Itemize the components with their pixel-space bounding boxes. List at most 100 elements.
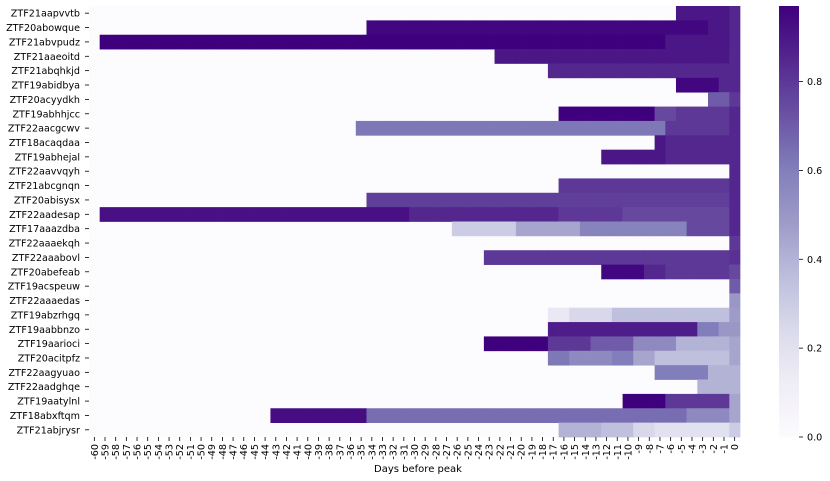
heatmap-cell [697,192,709,208]
y-tick-label: ZTF21abvpudz [9,37,80,48]
x-tick-label: -27 [442,444,453,460]
heatmap-cell [718,264,730,280]
heatmap-cell [611,250,623,265]
heatmap-cell [729,77,741,93]
heatmap-cell [611,350,623,366]
heatmap-cell [494,20,506,36]
heatmap-cell [697,106,709,122]
y-tick-label: ZTF22aagyuao [8,368,80,379]
heatmap-cell [419,34,431,50]
heatmap-cell [302,408,314,423]
heatmap-cell [537,336,549,352]
x-tick-label: -6 [666,444,677,454]
colorbar [779,6,799,437]
heatmap-cell [729,207,741,222]
heatmap-cell [590,307,602,323]
heatmap-cell [451,120,463,136]
heatmap-cell [675,20,687,36]
y-tick-label: ZTF19aabbnzo [9,325,80,336]
heatmap-cell [633,34,645,50]
heatmap-cell [697,149,709,165]
x-tick-label: -48 [218,444,229,460]
heatmap-cell [398,120,410,136]
heatmap-cell [409,34,421,50]
heatmap-cell [665,307,677,323]
heatmap-cell [569,322,581,337]
heatmap-cell [505,20,517,36]
heatmap-cell [345,34,357,50]
x-tick-label: -50 [197,444,208,460]
heatmap-cell [622,422,634,438]
heatmap-cell [601,20,613,36]
x-tick-label: -47 [229,444,240,460]
heatmap-cell [729,422,741,438]
heatmap-cell [569,221,581,237]
x-tick-label: -52 [175,444,186,460]
heatmap-cell [633,221,645,237]
heatmap-cell [643,149,655,165]
x-tick-label: -34 [367,444,378,460]
heatmap-cell [227,34,239,50]
heatmap-cell [729,307,741,323]
heatmap-cell [483,192,495,208]
heatmap-cell [675,34,687,50]
heatmap-cell [718,6,730,21]
heatmap-cell [483,20,495,36]
y-tick-label: ZTF19aatylnl [17,397,80,408]
heatmap-cell [686,6,698,21]
heatmap-cell [579,106,591,122]
heatmap-cell [217,34,229,50]
heatmap-cell [334,207,346,222]
heatmap-cell [110,207,122,222]
heatmap-cell [665,350,677,366]
heatmap-cell [622,221,634,237]
heatmap-cell [99,34,111,50]
heatmap-cell [590,120,602,136]
heatmap-cell [697,49,709,64]
heatmap-cell [729,92,741,107]
heatmap-cell [718,106,730,122]
heatmap-cell [569,178,581,194]
heatmap-cell [665,336,677,352]
heatmap-cell [259,34,271,50]
heatmap-cell [697,379,709,395]
heatmap-cell [643,192,655,208]
heatmap-cell [505,221,517,237]
heatmap-cell [707,77,719,93]
y-tick-label: ZTF19abhhjcc [12,109,80,120]
x-tick-label: -19 [527,444,538,460]
heatmap-cell [718,20,730,36]
x-tick-label: -58 [111,444,122,460]
heatmap-cell [110,34,122,50]
heatmap-cell [686,365,698,380]
heatmap-cell [569,192,581,208]
heatmap-cell [622,322,634,337]
heatmap-cell [590,49,602,64]
heatmap-cell [398,408,410,423]
heatmap-cell [675,422,687,438]
heatmap-cell [281,34,293,50]
heatmap-cell [579,221,591,237]
heatmap-cell [558,221,570,237]
x-tick-label: -10 [623,444,634,460]
y-tick-label: ZTF21aaeoitd [14,52,80,63]
x-tick-label: -25 [463,444,474,460]
heatmap-cell [547,207,559,222]
heatmap-cell [697,207,709,222]
heatmap-cell [654,264,666,280]
heatmap-cell [494,49,506,64]
heatmap-cell [409,408,421,423]
heatmap-cell [654,350,666,366]
heatmap-cell [377,207,389,222]
heatmap-cell [99,207,111,222]
heatmap-cell [686,408,698,423]
heatmap-cell [270,34,282,50]
heatmap-cell [622,34,634,50]
heatmap-cell [633,192,645,208]
heatmap-cell [686,393,698,409]
heatmap-cell [718,307,730,323]
heatmap-cell [718,49,730,64]
heatmap-cell [569,250,581,265]
x-tick-label: -15 [570,444,581,460]
heatmap-cell [686,49,698,64]
